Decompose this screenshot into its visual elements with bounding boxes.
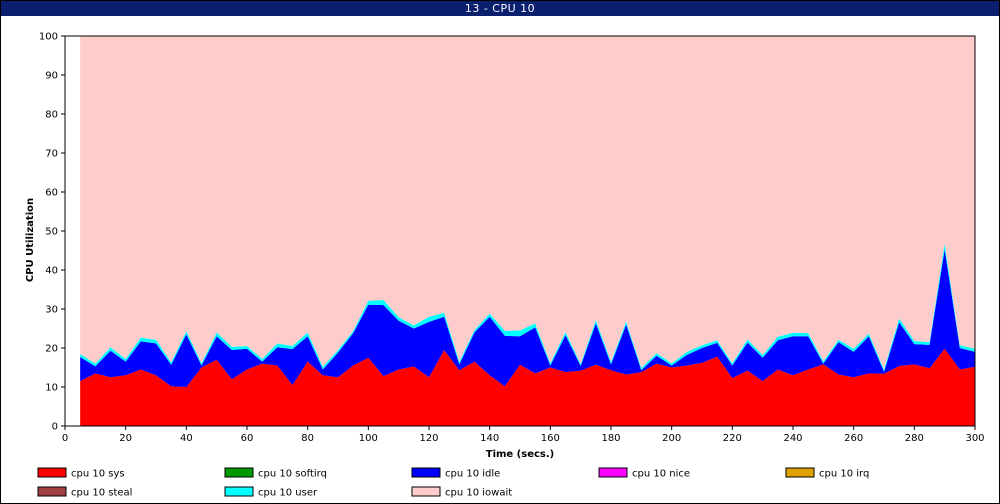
x-tick-label: 300 [965,433,984,444]
x-tick-label: 260 [844,433,863,444]
x-tick-label: 220 [723,433,742,444]
stacked-areas [80,36,976,426]
legend-item: cpu 10 steal [37,486,132,499]
y-tick-label: 70 [45,149,58,160]
legend-label: cpu 10 iowait [445,488,512,499]
x-tick-label: 280 [905,433,924,444]
legend-label: cpu 10 irq [819,469,869,480]
legend-label: cpu 10 steal [71,488,132,499]
x-tick-label: 140 [480,433,499,444]
legend-label: cpu 10 sys [71,469,125,480]
y-tick-label: 20 [45,344,58,355]
x-tick-label: 240 [783,433,802,444]
legend-label: cpu 10 user [258,488,318,499]
y-tick-label: 50 [45,227,58,238]
x-tick-label: 160 [541,433,560,444]
x-tick-label: 200 [662,433,681,444]
legend-item: cpu 10 iowait [411,486,512,499]
y-tick-label: 80 [45,110,58,121]
y-tick-label: 30 [45,305,58,316]
legend-swatch [37,486,67,497]
legend-label: cpu 10 nice [632,469,690,480]
area-cpu-10-iowait [80,36,976,370]
x-tick-label: 180 [601,433,620,444]
x-tick-label: 40 [180,433,193,444]
x-tick-label: 20 [119,433,132,444]
x-tick-label: 60 [241,433,254,444]
legend-item: cpu 10 softirq [224,467,327,480]
x-tick-label: 100 [359,433,378,444]
legend-item: cpu 10 user [224,486,318,499]
legend-swatch [411,467,441,478]
x-axis-label: Time (secs.) [486,449,555,460]
legend-item: cpu 10 sys [37,467,125,480]
legend: cpu 10 sys cpu 10 softirq cpu 10 idle cpu 1… [37,467,869,499]
x-tick-label: 120 [419,433,438,444]
legend-item: cpu 10 nice [598,467,690,480]
y-axis-label: CPU Utilization [25,198,36,282]
legend-label: cpu 10 softirq [258,469,327,480]
y-tick-label: 40 [45,266,58,277]
legend-swatch [598,467,628,478]
legend-label: cpu 10 idle [445,469,500,480]
x-tick-label: 80 [301,433,314,444]
legend-item: cpu 10 idle [411,467,500,480]
area-cpu-10-sys [80,348,976,426]
legend-swatch [411,486,441,497]
axes: 0 20 40 60 80 100 120 140 160 180 200 220 240 260 280 3… [39,32,985,445]
y-tick-label: 10 [45,383,58,394]
y-tick-label: 100 [39,32,58,43]
legend-swatch [785,467,815,478]
legend-item: cpu 10 irq [785,467,869,480]
y-tick-label: 60 [45,188,58,199]
y-tick-label: 90 [45,71,58,82]
area-cpu-10-idle [80,249,976,387]
x-tick-label: 0 [62,433,68,444]
legend-swatch [224,486,254,497]
legend-swatch [37,467,67,478]
legend-swatch [224,467,254,478]
window-title: 13 - CPU 10 [1,1,999,16]
y-tick-label: 0 [52,422,58,433]
